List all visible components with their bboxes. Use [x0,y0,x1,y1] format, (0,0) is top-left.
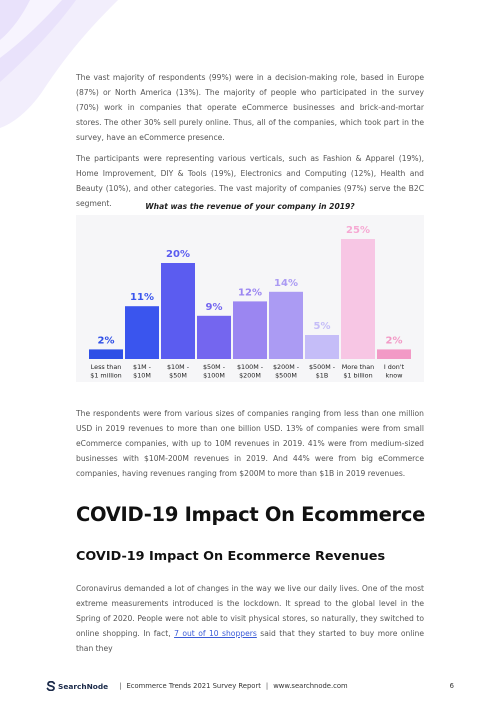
page-number: 6 [449,682,454,690]
category-label-1-line-2: $1 million [90,372,121,380]
category-label-5-line-1: $100M - [237,363,263,371]
bar-9 [377,349,411,359]
bar-2 [125,306,159,359]
bar-3 [161,263,195,359]
bar-value-label-1: 2% [98,335,115,346]
footer-separator: | [265,682,269,690]
footer-separator: | [119,682,122,690]
page-footer: SearchNode | Ecommerce Trends 2021 Surve… [46,680,454,692]
bar-4 [197,315,231,359]
bar-value-label-2: 11% [130,292,154,303]
bar-7 [305,335,339,359]
covid-paragraph-text: Coronavirus demanded a lot of changes in… [76,584,424,638]
category-label-4-line-1: $50M - [203,363,225,371]
category-label-2-line-2: $10M [133,372,151,380]
category-label-1-line-1: Less than [91,363,122,371]
category-label-4-line-2: $100M [203,372,225,380]
report-name: Ecommerce Trends 2021 Survey Report [126,682,261,690]
category-label-9-line-2: know [386,372,403,380]
category-label-5-line-2: $200M [239,372,261,380]
category-label-9-line-1: I don't [384,363,405,371]
revenue-bar-chart: 2% Less than$1 million 11% $1M -$10M 20% $10M… [76,215,424,382]
searchnode-logo: SearchNode [46,681,108,691]
company-size-paragraph: The respondents were from various sizes … [76,409,424,478]
subsection-heading: COVID-19 Impact On Ecommerce Revenues [76,549,386,564]
shoppers-stat-link[interactable]: 7 out of 10 shoppers [174,629,257,638]
category-label-7-line-2: $1B [316,372,329,380]
intro-paragraph: The vast majority of respondents (99%) w… [76,73,424,142]
bar-1 [89,349,123,359]
covid-paragraph: Coronavirus demanded a lot of changes in… [76,581,424,656]
category-label-2-line-1: $1M - [133,363,151,371]
bar-value-label-5: 12% [238,287,262,298]
category-label-6-line-2: $500M [275,372,297,380]
bar-6 [269,291,303,359]
website-link[interactable]: www.searchnode.com [273,682,348,690]
verticals-paragraph: The participants were representing vario… [76,154,424,208]
bar-value-label-8: 25% [346,225,370,236]
bar-5 [233,301,267,359]
covid-paragraph-text-continued: said that they started to buy more onlin… [76,629,424,653]
section-heading: COVID-19 Impact On Ecommerce [76,503,426,526]
brand-name: SearchNode [58,681,109,691]
category-label-7-line-1: $500M - [309,363,335,371]
category-label-3-line-2: $50M [169,372,187,380]
bar-value-label-6: 14% [274,278,298,289]
category-label-8-line-2: $1 billion [343,372,372,380]
category-label-6-line-1: $200M - [273,363,299,371]
bar-value-label-7: 5% [314,321,331,332]
category-label-8-line-1: More than [342,363,374,371]
chart-title: What was the revenue of your company in … [145,202,355,211]
bar-value-label-4: 9% [206,302,223,313]
bar-value-label-3: 20% [166,249,190,260]
category-label-3-line-1: $10M - [167,363,189,371]
bar-value-label-9: 2% [386,335,403,346]
bar-8 [341,239,375,359]
searchnode-logo-icon [46,681,56,691]
